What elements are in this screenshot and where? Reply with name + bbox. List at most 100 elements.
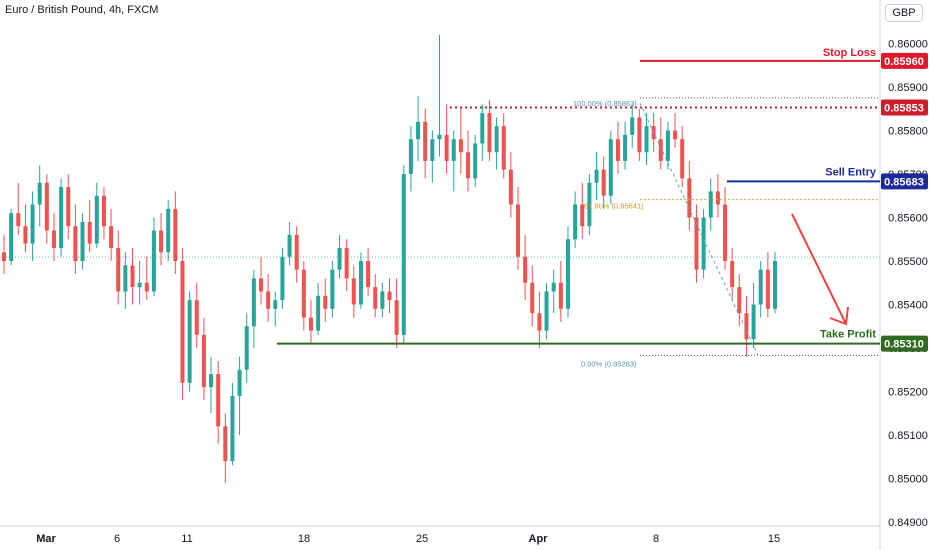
candle-body: [323, 295, 328, 309]
candle: [9, 208, 14, 266]
candle-body: [773, 261, 777, 309]
candle: [373, 274, 378, 318]
candle-body: [558, 282, 563, 309]
candle: [530, 265, 535, 327]
candle: [565, 226, 570, 318]
candle: [473, 134, 478, 188]
candle: [137, 261, 142, 305]
candle-body: [251, 278, 256, 327]
time-tick-label: 11: [181, 533, 192, 545]
candle: [516, 187, 520, 270]
candle-body: [294, 234, 299, 270]
candle-body: [587, 182, 592, 227]
candle-body: [244, 326, 249, 370]
candle: [730, 247, 735, 301]
candle: [209, 356, 214, 414]
candle-body: [73, 226, 78, 261]
candle-body: [280, 256, 285, 301]
candle: [237, 356, 242, 435]
candle-body: [87, 221, 92, 244]
candle-body: [701, 217, 706, 270]
candle-body: [337, 247, 342, 270]
candle: [87, 200, 92, 253]
candle: [316, 282, 321, 335]
candle: [416, 95, 421, 161]
candle: [180, 247, 185, 401]
candle-body: [601, 169, 606, 196]
price-tick-label: 0.85500: [888, 256, 928, 268]
candle: [287, 221, 292, 266]
time-tick-label: 25: [416, 533, 428, 545]
candle: [308, 300, 313, 344]
candle: [301, 261, 306, 331]
candle: [558, 261, 563, 322]
candle-body: [51, 230, 56, 248]
candle-body: [173, 208, 178, 261]
candle: [323, 278, 328, 322]
candle-body: [223, 426, 228, 462]
candle-body: [166, 208, 171, 253]
candle-body: [430, 139, 435, 161]
candle-body: [159, 230, 164, 253]
candle: [408, 126, 413, 192]
candle: [773, 252, 777, 314]
candle: [466, 130, 471, 192]
candle-body: [316, 295, 321, 331]
candle: [587, 174, 592, 235]
take-profit-price-tag: 0.85310: [881, 335, 928, 352]
candle-body: [537, 313, 542, 331]
candle-body: [544, 291, 549, 331]
candle-body: [230, 395, 235, 462]
target-arrow-head: [829, 306, 849, 326]
candle-body: [673, 130, 678, 140]
candle-body: [623, 134, 628, 161]
candle-body: [180, 261, 185, 383]
candle-body: [665, 130, 670, 161]
candle: [680, 126, 685, 188]
candle-body: [501, 126, 506, 170]
candle-body: [458, 139, 463, 153]
price-tick-label: 0.85600: [888, 213, 928, 225]
candle: [430, 130, 435, 183]
time-tick-label: Mar: [36, 533, 56, 545]
candle: [687, 160, 692, 231]
candle-body: [187, 300, 192, 383]
candle-body: [16, 213, 21, 227]
candle-body: [680, 139, 685, 179]
candle: [216, 361, 221, 444]
candle: [765, 252, 770, 318]
candle-body: [687, 178, 692, 218]
candle: [44, 174, 49, 244]
candle: [51, 213, 56, 261]
candle-body: [644, 126, 649, 153]
candle-body: [565, 239, 570, 309]
candle: [537, 291, 542, 348]
candle-body: [580, 204, 585, 227]
candle-body: [101, 195, 106, 227]
candle-body: [708, 191, 713, 218]
candle: [194, 282, 199, 348]
candle: [458, 108, 463, 174]
candle-body: [9, 213, 14, 261]
candle: [351, 265, 356, 318]
candle: [715, 174, 720, 218]
candle: [2, 234, 6, 275]
candle-body: [751, 304, 756, 340]
candle-body: [23, 226, 28, 244]
candle-body: [301, 269, 306, 318]
candle: [744, 295, 749, 357]
sell-entry-label: Sell Entry: [825, 166, 877, 178]
currency-button[interactable]: GBP: [885, 4, 923, 22]
candle-body: [259, 278, 263, 292]
candle-body: [630, 117, 635, 135]
time-axis: Mar 6 11 18 25 Apr 8 15: [36, 533, 780, 545]
candle-body: [273, 300, 278, 309]
candle-body: [151, 230, 156, 292]
candle: [244, 313, 249, 383]
candle: [601, 156, 606, 209]
fib-0-label: 0.00% (0.85283): [581, 359, 637, 368]
candle-body: [694, 217, 699, 270]
candle: [423, 108, 428, 179]
candle: [658, 117, 663, 170]
